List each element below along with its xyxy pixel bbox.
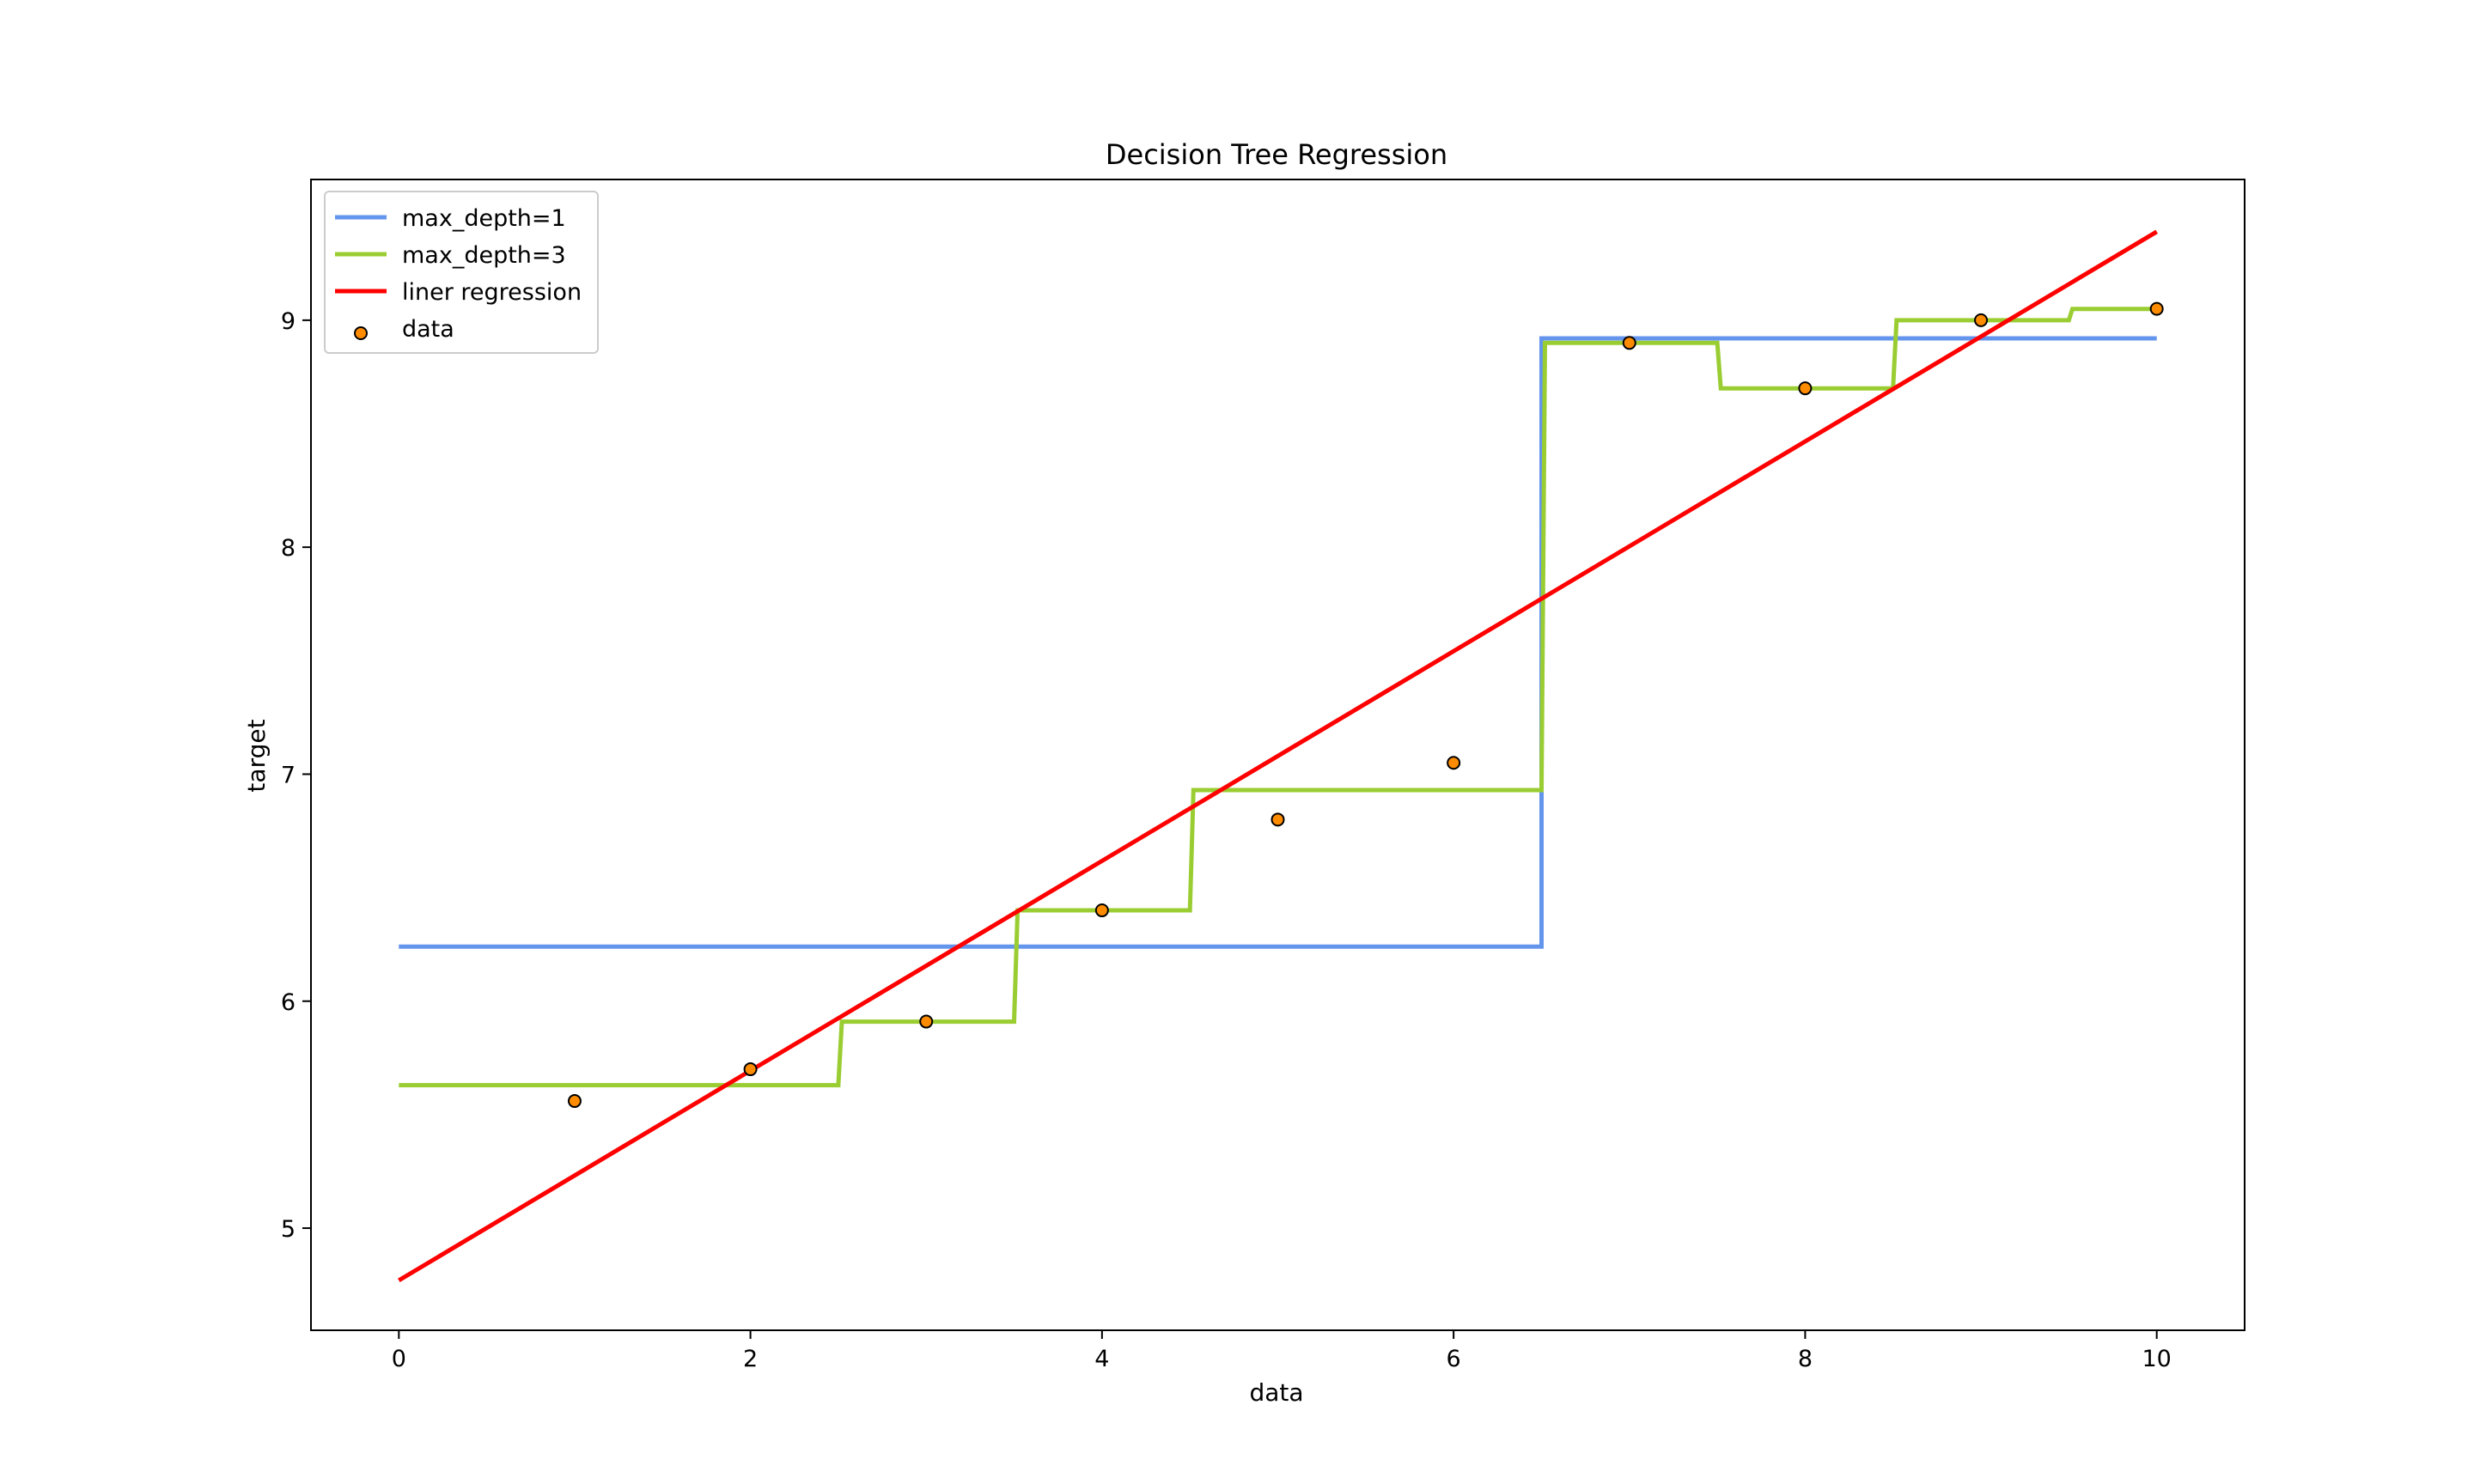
data-point [2149, 301, 2164, 316]
x-tick-label: 4 [1094, 1346, 1109, 1372]
x-tick-label: 8 [1798, 1346, 1813, 1372]
x-tick-label: 6 [1447, 1346, 1461, 1372]
y-tick-label: 8 [281, 535, 296, 562]
data-point [919, 1014, 934, 1029]
data-point [1622, 336, 1636, 350]
y-axis-label: target [242, 719, 271, 792]
data-point [1094, 903, 1109, 918]
data-point [1271, 812, 1285, 827]
y-tick-label: 9 [281, 308, 296, 335]
data-point [743, 1062, 758, 1077]
x-axis-label: data [1249, 1378, 1303, 1407]
y-tick-label: 6 [281, 989, 296, 1016]
x-tick-label: 0 [392, 1346, 406, 1372]
legend-label: liner regression [402, 279, 582, 306]
plot-area: 0 2 4 6 8 10 5 6 7 8 9 [281, 179, 2245, 1372]
y-tick-label: 5 [281, 1216, 296, 1243]
legend-swatch-marker [354, 326, 368, 340]
legend-label: max_depth=3 [402, 242, 566, 269]
data-point [1974, 313, 1989, 327]
x-tick-label: 10 [2142, 1346, 2172, 1372]
legend-label: max_depth=1 [402, 205, 566, 232]
series-line-liner-regression [398, 229, 2158, 1283]
data-point [1798, 381, 1813, 396]
data-point [1447, 756, 1461, 770]
legend-box [324, 191, 599, 354]
legend-label: data [402, 316, 454, 343]
data-point [567, 1094, 582, 1109]
y-tick-label: 7 [281, 762, 296, 788]
axes-frame [310, 179, 2245, 1331]
chart-title: Decision Tree Regression [1106, 138, 1447, 171]
x-tick-label: 2 [743, 1346, 758, 1372]
